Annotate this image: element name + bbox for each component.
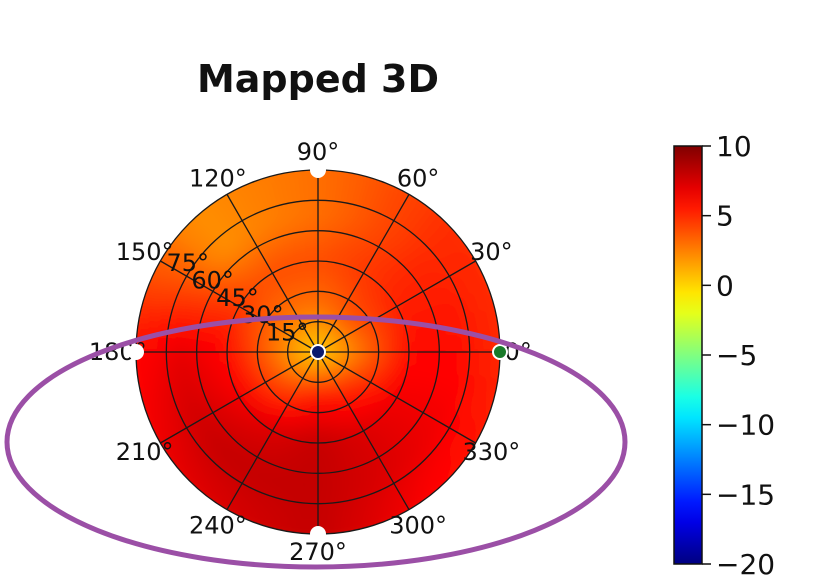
marker-south-edge: [310, 526, 326, 542]
heat-cell: [295, 480, 321, 502]
heat-cell: [316, 234, 336, 256]
heat-cell: [223, 409, 251, 437]
colorbar-tick-label: −20: [716, 548, 775, 579]
angular-tick-label: 330°: [462, 438, 520, 466]
heat-cell: [168, 329, 190, 355]
heat-cell: [307, 400, 320, 421]
heat-cell: [312, 368, 319, 389]
heat-cell: [200, 334, 222, 354]
angular-grid-line: [317, 260, 476, 353]
heat-cell: [375, 257, 403, 285]
colorbar-tick-label: −5: [716, 339, 757, 372]
heat-cell: [315, 202, 341, 224]
heat-cell: [223, 267, 251, 295]
heat-cell: [462, 349, 484, 377]
heat-cell: [310, 384, 319, 405]
heat-cell: [298, 464, 321, 486]
point-markers: [128, 162, 508, 542]
heat-cell: [316, 267, 331, 288]
annotation-ellipse: [4, 314, 628, 570]
angular-grid-line: [160, 260, 319, 353]
radial-tick-labels: 15°30°45°60°75°: [166, 249, 308, 347]
heat-cell: [446, 349, 468, 375]
angular-grid-line: [317, 351, 476, 444]
angular-grid-line: [226, 351, 319, 510]
heat-cell: [305, 416, 320, 437]
heat-cell: [233, 419, 261, 447]
heat-cell: [317, 315, 324, 336]
heat-cell: [184, 332, 206, 355]
angular-tick-label: 90°: [297, 138, 340, 166]
heat-cell: [350, 351, 371, 360]
radial-tick-label: 30°: [241, 301, 284, 329]
heat-cell: [249, 341, 270, 354]
radial-tick-label: 45°: [216, 284, 259, 312]
colorbar-gradient: [673, 145, 703, 565]
heat-cell: [281, 346, 302, 353]
angular-tick-label: 270°: [289, 538, 347, 566]
marker-center: [310, 344, 326, 360]
angular-tick-label: 210°: [116, 438, 174, 466]
angular-grid-line: [226, 194, 319, 353]
angular-grid-line: [317, 351, 410, 510]
heat-cell: [233, 339, 254, 354]
angular-grid-line: [160, 351, 319, 444]
heat-cell: [300, 448, 320, 470]
angular-tick-label: 150°: [116, 238, 174, 266]
angular-tick-label: 120°: [189, 165, 247, 193]
heat-cell: [293, 496, 321, 518]
colorbar-tick-label: 10: [716, 130, 752, 163]
marker-west-edge: [128, 344, 144, 360]
heat-cell: [233, 257, 261, 285]
heat-cell: [382, 350, 403, 365]
angular-tick-label: 300°: [389, 511, 447, 539]
chart-title: Mapped 3D: [197, 57, 439, 101]
heat-cell: [334, 351, 355, 358]
heat-cell: [265, 344, 286, 353]
colorbar-tick-label: −15: [716, 478, 775, 511]
angular-tick-labels: 0°30°60°90°120°150°180°210°240°270°300°3…: [89, 138, 532, 566]
heat-cell: [414, 350, 436, 370]
colorbar-tick-label: 5: [716, 200, 734, 233]
colorbar-tick-label: 0: [716, 269, 734, 302]
heat-cell: [315, 218, 338, 240]
heat-cell: [316, 283, 329, 304]
angular-tick-label: 240°: [189, 511, 247, 539]
heat-cell: [375, 419, 403, 447]
marker-north-edge: [310, 162, 326, 178]
radial-tick-label: 15°: [266, 319, 309, 347]
colorbar: 10 5 0 −5 −10 −15 −20: [673, 130, 775, 579]
angular-tick-label: 60°: [397, 165, 440, 193]
heat-cell: [385, 409, 413, 437]
heat-cell: [315, 186, 343, 208]
radial-tick-label: 60°: [191, 266, 234, 294]
heat-cell: [366, 350, 387, 363]
heat-cell: [430, 349, 452, 372]
radial-tick-label: 75°: [166, 249, 209, 277]
marker-east-edge: [492, 344, 508, 360]
heat-cell: [385, 267, 413, 295]
colorbar-tick-label: −10: [716, 409, 775, 442]
angular-grid-line: [317, 194, 410, 353]
angular-tick-label: 30°: [470, 238, 513, 266]
